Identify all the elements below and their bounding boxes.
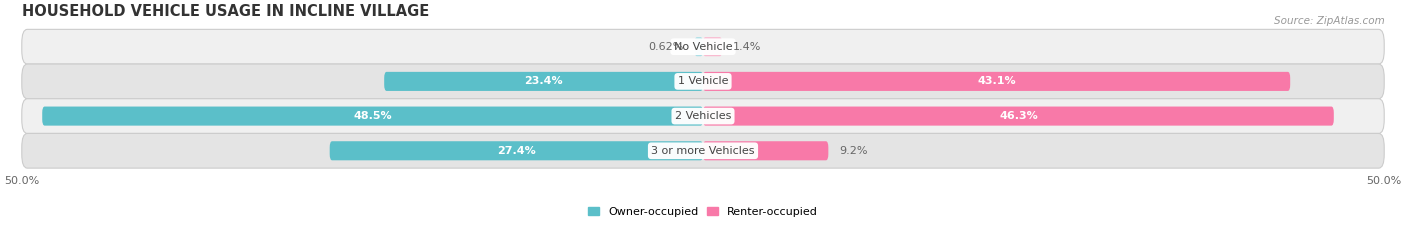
FancyBboxPatch shape: [42, 106, 703, 126]
Text: 46.3%: 46.3%: [1000, 111, 1038, 121]
FancyBboxPatch shape: [384, 72, 703, 91]
Text: Source: ZipAtlas.com: Source: ZipAtlas.com: [1274, 16, 1385, 26]
FancyBboxPatch shape: [21, 29, 1385, 64]
FancyBboxPatch shape: [21, 64, 1385, 99]
FancyBboxPatch shape: [21, 99, 1385, 134]
Text: 9.2%: 9.2%: [839, 146, 868, 156]
FancyBboxPatch shape: [703, 141, 828, 160]
Text: 1 Vehicle: 1 Vehicle: [678, 76, 728, 86]
FancyBboxPatch shape: [703, 106, 1334, 126]
Text: 23.4%: 23.4%: [524, 76, 562, 86]
Text: 3 or more Vehicles: 3 or more Vehicles: [651, 146, 755, 156]
Text: HOUSEHOLD VEHICLE USAGE IN INCLINE VILLAGE: HOUSEHOLD VEHICLE USAGE IN INCLINE VILLA…: [21, 4, 429, 19]
Legend: Owner-occupied, Renter-occupied: Owner-occupied, Renter-occupied: [588, 207, 818, 217]
FancyBboxPatch shape: [21, 134, 1385, 168]
Text: No Vehicle: No Vehicle: [673, 42, 733, 52]
FancyBboxPatch shape: [703, 72, 1291, 91]
FancyBboxPatch shape: [703, 37, 723, 56]
Text: 43.1%: 43.1%: [977, 76, 1017, 86]
Text: 27.4%: 27.4%: [496, 146, 536, 156]
FancyBboxPatch shape: [695, 37, 703, 56]
Text: 48.5%: 48.5%: [353, 111, 392, 121]
Text: 2 Vehicles: 2 Vehicles: [675, 111, 731, 121]
Text: 0.62%: 0.62%: [648, 42, 683, 52]
Text: 1.4%: 1.4%: [733, 42, 761, 52]
FancyBboxPatch shape: [329, 141, 703, 160]
